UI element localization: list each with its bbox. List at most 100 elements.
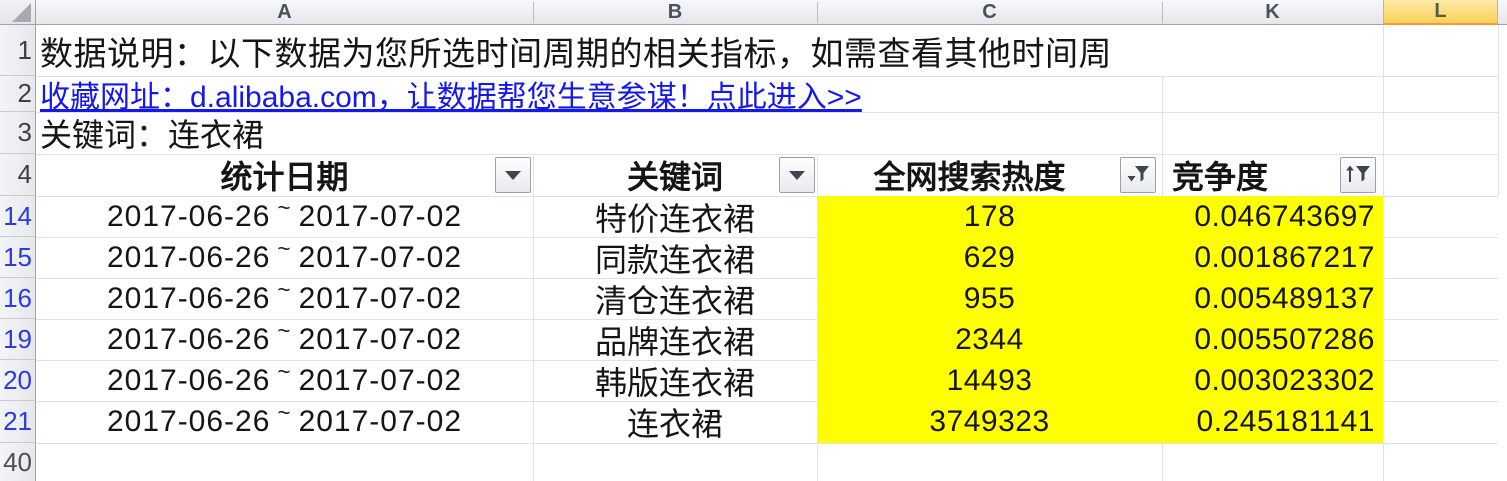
cell-date[interactable]: 2017-06-26 ~2017-07-02	[36, 400, 533, 443]
gridline-h	[36, 360, 817, 361]
column-separator	[817, 2, 818, 23]
gridline-h	[36, 76, 1498, 77]
competition-filter-button[interactable]	[1340, 157, 1376, 193]
gridline-v	[1162, 76, 1163, 196]
gridline-h	[36, 278, 817, 279]
date-end: 2017-07-02	[298, 199, 463, 233]
header-cell-competition[interactable]: 竞争度	[1172, 159, 1269, 195]
row-number-1[interactable]: 1	[0, 25, 36, 76]
cell-keyword[interactable]: 同款连衣裙	[594, 241, 755, 278]
date-separator: ~	[277, 235, 292, 261]
date-separator: ~	[277, 276, 292, 302]
gridline-h	[1383, 360, 1498, 361]
header-cell-heat[interactable]: 全网搜索热度	[873, 159, 1066, 195]
funnel-sorted-asc-icon	[1346, 165, 1370, 182]
row-number-40[interactable]: 40	[0, 443, 36, 481]
column-header-l-selected[interactable]: L	[1383, 0, 1498, 25]
cell-date[interactable]: 2017-06-26 ~2017-07-02	[36, 194, 533, 237]
gridline-h	[36, 112, 1498, 113]
gridline-h	[36, 196, 1498, 197]
row-number-20[interactable]: 20	[0, 360, 36, 401]
column-separator	[533, 2, 534, 23]
gridline-v	[1162, 443, 1163, 481]
cell-competition[interactable]: 0.245181141	[1162, 401, 1383, 443]
row-number-15[interactable]: 15	[0, 237, 36, 278]
cell-heat[interactable]: 3749323	[817, 401, 1162, 443]
gridline-h	[36, 319, 817, 320]
gridline-v	[1383, 443, 1384, 481]
cell-keyword-label[interactable]: 关键词：连衣裙	[40, 117, 265, 153]
cell-competition[interactable]: 0.003023302	[1162, 360, 1383, 401]
row-number-4[interactable]: 4	[0, 154, 36, 196]
row-number-21[interactable]: 21	[0, 401, 36, 443]
row-number-19[interactable]: 19	[0, 319, 36, 360]
date-separator: ~	[277, 317, 292, 343]
select-all-corner[interactable]	[0, 0, 36, 25]
dropdown-arrow-icon	[505, 170, 521, 180]
cell-heat[interactable]: 178	[817, 196, 1162, 237]
gridline-h	[36, 154, 1498, 155]
date-start: 2017-06-26	[106, 405, 271, 438]
header-cell-date[interactable]: 统计日期	[220, 159, 349, 195]
date-end: 2017-07-02	[298, 405, 463, 438]
column-header-c[interactable]: C	[982, 1, 997, 23]
gridline-v	[533, 154, 534, 481]
column-header-strip	[0, 0, 1507, 25]
cell-competition[interactable]: 0.001867217	[1162, 237, 1383, 278]
date-start: 2017-06-26	[106, 281, 271, 315]
cell-date[interactable]: 2017-06-26 ~2017-07-02	[36, 317, 533, 360]
column-separator	[1162, 2, 1163, 23]
gridline-h	[36, 237, 817, 238]
gridline-v	[1498, 25, 1499, 196]
date-end: 2017-07-02	[298, 363, 463, 397]
row-number-16[interactable]: 16	[0, 278, 36, 319]
gridline-v	[1383, 25, 1384, 196]
cell-keyword[interactable]: 特价连衣裙	[594, 200, 755, 237]
date-end: 2017-07-02	[298, 240, 463, 274]
gridline-h	[36, 401, 817, 402]
cell-keyword[interactable]: 清仓连衣裙	[594, 282, 755, 319]
cell-data-description[interactable]: 数据说明：以下数据为您所选时间周期的相关指标，如需查看其他时间周	[40, 34, 1112, 72]
gridline-h	[1383, 401, 1498, 402]
date-end: 2017-07-02	[298, 281, 463, 315]
date-separator: ~	[277, 194, 292, 220]
cell-keyword[interactable]: 品牌连衣裙	[594, 323, 755, 360]
date-start: 2017-06-26	[106, 240, 271, 274]
header-cell-keyword[interactable]: 关键词	[626, 159, 723, 195]
column-header-k[interactable]: K	[1265, 1, 1280, 23]
gridline-h	[1383, 319, 1498, 320]
cell-competition[interactable]: 0.005507286	[1162, 319, 1383, 360]
row-number-14[interactable]: 14	[0, 196, 36, 237]
cell-bookmark-hyperlink[interactable]: 收藏网址：d.alibaba.com，让数据帮您生意参谋！点此进入>>	[40, 81, 862, 114]
row-number-3[interactable]: 3	[0, 112, 36, 154]
column-header-a[interactable]: A	[277, 1, 292, 23]
cell-keyword[interactable]: 连衣裙	[626, 406, 723, 442]
date-start: 2017-06-26	[106, 199, 271, 233]
date-start: 2017-06-26	[106, 322, 271, 356]
cell-date[interactable]: 2017-06-26 ~2017-07-02	[36, 358, 533, 401]
date-end: 2017-07-02	[298, 322, 463, 356]
cell-heat[interactable]: 955	[817, 278, 1162, 319]
cell-date[interactable]: 2017-06-26 ~2017-07-02	[36, 276, 533, 319]
dropdown-arrow-icon	[789, 170, 805, 180]
cell-keyword[interactable]: 韩版连衣裙	[594, 364, 755, 401]
cell-competition[interactable]: 0.005489137	[1162, 278, 1383, 319]
cell-competition[interactable]: 0.046743697	[1162, 196, 1383, 237]
heat-filter-button[interactable]	[1120, 157, 1156, 193]
gridline-h	[36, 443, 1498, 444]
gridline-h	[1383, 237, 1498, 238]
date-separator: ~	[277, 358, 292, 384]
date-separator: ~	[277, 400, 292, 425]
keyword-filter-button[interactable]	[779, 157, 815, 193]
cell-heat[interactable]: 629	[817, 237, 1162, 278]
row-number-2[interactable]: 2	[0, 76, 36, 112]
date-start: 2017-06-26	[106, 363, 271, 397]
cell-heat[interactable]: 2344	[817, 319, 1162, 360]
cell-date[interactable]: 2017-06-26 ~2017-07-02	[36, 235, 533, 278]
column-header-b[interactable]: B	[667, 1, 683, 23]
select-all-triangle-icon	[12, 3, 31, 22]
funnel-sorted-desc-icon	[1127, 166, 1149, 182]
cell-heat[interactable]: 14493	[817, 360, 1162, 401]
date-filter-button[interactable]	[495, 157, 531, 193]
